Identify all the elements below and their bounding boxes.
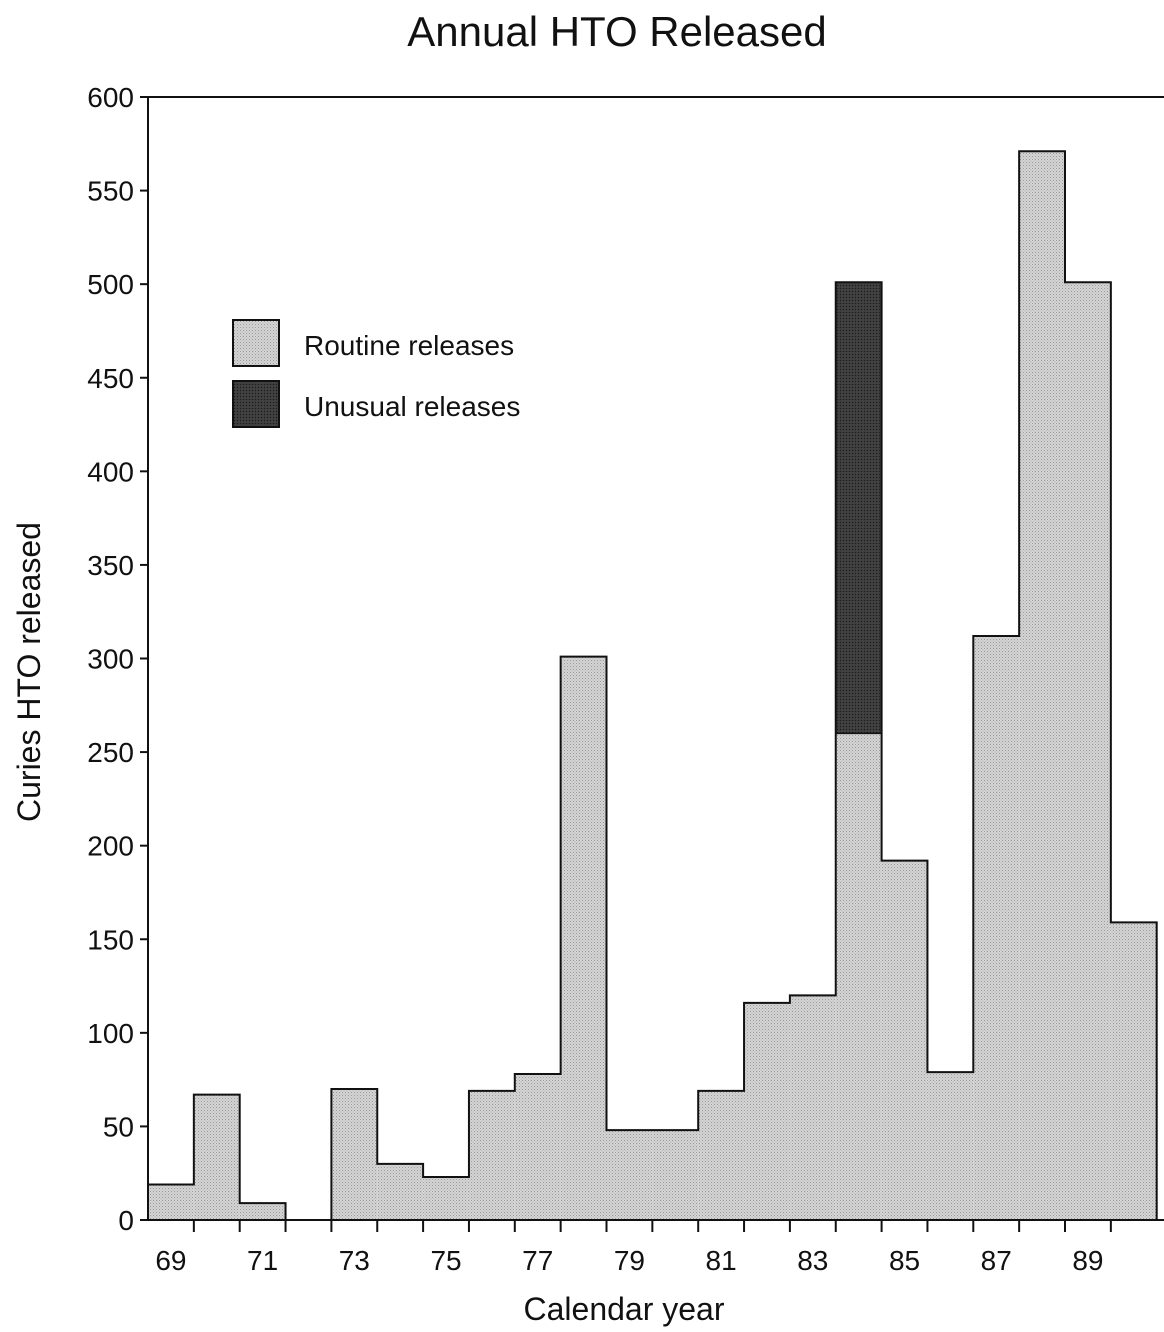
bar-routine-89 (1065, 282, 1111, 1220)
bar-routine-78 (560, 656, 607, 1220)
bar-routine-71 (239, 1203, 286, 1220)
y-tick-label-100: 100 (87, 1018, 134, 1049)
bar-routine-83 (789, 995, 836, 1220)
bar-unusual-84 (835, 282, 882, 734)
x-tick-label-75: 75 (430, 1245, 461, 1276)
bar-routine-86 (927, 1072, 974, 1220)
x-tick-label-77: 77 (522, 1245, 553, 1276)
x-tick-label-69: 69 (155, 1245, 186, 1276)
bar-routine-82 (744, 1002, 790, 1220)
bar-routine-80 (652, 1130, 699, 1220)
x-tick-label-71: 71 (247, 1245, 278, 1276)
legend-swatch-unusual (232, 380, 280, 428)
y-tick-label-150: 150 (87, 924, 134, 955)
y-tick-label-550: 550 (87, 176, 134, 207)
x-tick-label-89: 89 (1072, 1245, 1103, 1276)
x-tick-label-81: 81 (706, 1245, 737, 1276)
x-tick-label-85: 85 (889, 1245, 920, 1276)
bars-layer (148, 151, 1157, 1221)
y-tick-label-200: 200 (87, 831, 134, 862)
chart-title: Annual HTO Released (407, 8, 826, 55)
y-tick-label-600: 600 (87, 82, 134, 113)
bar-routine-73 (331, 1088, 378, 1220)
y-tick-label-350: 350 (87, 550, 134, 581)
bar-routine-84 (835, 733, 882, 1220)
legend-swatch-routine (232, 319, 280, 367)
y-tick-label-450: 450 (87, 363, 134, 394)
y-axis-ticks: 0 50 100 150 200 250 300 350 400 450 500 550 600 (87, 82, 148, 1236)
y-tick-label-50: 50 (103, 1111, 134, 1142)
legend-label-unusual: Unusual releases (304, 391, 520, 422)
bar-routine-77 (514, 1074, 561, 1220)
bar-routine-87 (973, 636, 1020, 1220)
bar-routine-85 (881, 860, 928, 1220)
bar-routine-70 (193, 1094, 240, 1220)
x-axis-label: Calendar year (524, 1291, 725, 1327)
bar-routine-81 (698, 1090, 745, 1220)
x-tick-label-87: 87 (981, 1245, 1012, 1276)
bar-routine-75 (423, 1176, 469, 1220)
y-axis-label: Curies HTO released (11, 522, 47, 822)
x-tick-label-79: 79 (614, 1245, 645, 1276)
bar-routine-90 (1110, 922, 1157, 1220)
legend: Routine releases Unusual releases (232, 319, 520, 428)
bar-routine-74 (377, 1163, 424, 1220)
bar-routine-88 (1019, 151, 1065, 1221)
legend-label-routine: Routine releases (304, 330, 514, 361)
x-axis-ticks: 69 71 73 75 77 79 81 83 85 87 89 (155, 1220, 1112, 1276)
y-tick-label-0: 0 (118, 1205, 134, 1236)
bar-routine-69 (148, 1184, 194, 1220)
bar-routine-76 (468, 1090, 515, 1220)
x-tick-label-73: 73 (339, 1245, 370, 1276)
y-tick-label-500: 500 (87, 269, 134, 300)
bar-routine-79 (606, 1130, 653, 1220)
y-tick-label-300: 300 (87, 644, 134, 675)
y-tick-label-250: 250 (87, 737, 134, 768)
x-tick-label-83: 83 (797, 1245, 828, 1276)
y-tick-label-400: 400 (87, 456, 134, 487)
